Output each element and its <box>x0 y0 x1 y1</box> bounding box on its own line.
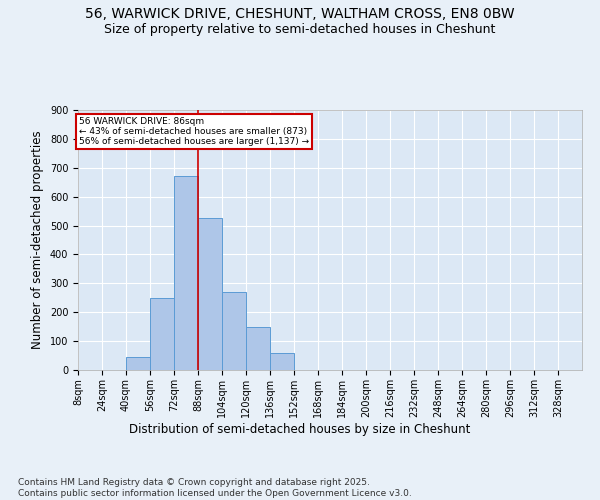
Bar <box>246 326 270 370</box>
Bar <box>126 357 150 370</box>
Bar <box>174 176 198 370</box>
Text: Contains HM Land Registry data © Crown copyright and database right 2025.
Contai: Contains HM Land Registry data © Crown c… <box>18 478 412 498</box>
Bar <box>198 218 222 370</box>
Text: Size of property relative to semi-detached houses in Cheshunt: Size of property relative to semi-detach… <box>104 22 496 36</box>
Bar <box>270 352 294 370</box>
Y-axis label: Number of semi-detached properties: Number of semi-detached properties <box>31 130 44 350</box>
Text: 56 WARWICK DRIVE: 86sqm
← 43% of semi-detached houses are smaller (873)
56% of s: 56 WARWICK DRIVE: 86sqm ← 43% of semi-de… <box>79 116 309 146</box>
Text: Distribution of semi-detached houses by size in Cheshunt: Distribution of semi-detached houses by … <box>130 422 470 436</box>
Bar <box>222 292 246 370</box>
Bar <box>150 298 174 370</box>
Text: 56, WARWICK DRIVE, CHESHUNT, WALTHAM CROSS, EN8 0BW: 56, WARWICK DRIVE, CHESHUNT, WALTHAM CRO… <box>85 8 515 22</box>
